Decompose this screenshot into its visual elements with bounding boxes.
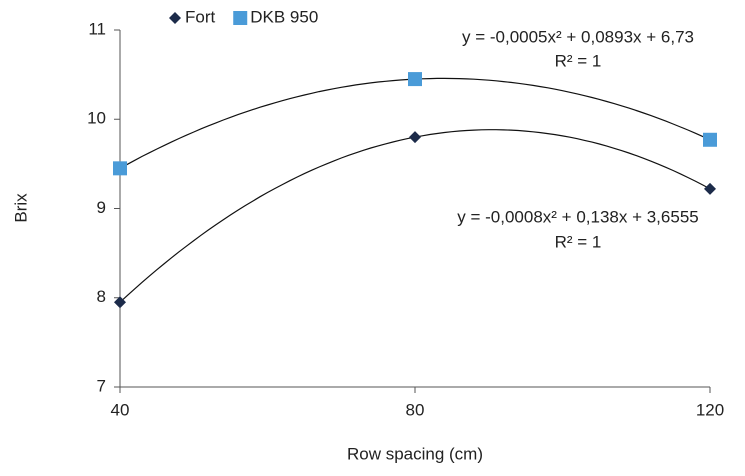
legend-label: DKB 950: [250, 7, 318, 26]
trend-r2: R² = 1: [555, 232, 602, 251]
legend-marker: [233, 11, 248, 25]
trend-r2: R² = 1: [555, 51, 602, 70]
y-tick-label: 11: [88, 19, 106, 38]
x-tick-label: 40: [111, 400, 130, 419]
point: [114, 296, 126, 309]
point: [409, 131, 421, 144]
trendline: [119, 77, 711, 169]
trend-equation: y = -0,0005x² + 0,0893x + 6,73: [462, 27, 694, 46]
legend-marker: [169, 12, 181, 24]
x-tick-label: 120: [696, 400, 724, 419]
y-tick-label: 10: [87, 109, 106, 128]
y-tick-label: 9: [97, 198, 106, 217]
x-axis-title: Row spacing (cm): [347, 444, 483, 463]
y-axis-title: Brix: [11, 193, 30, 223]
y-tick-label: 7: [97, 376, 106, 395]
point: [113, 161, 127, 176]
point: [704, 182, 716, 195]
y-tick-label: 8: [97, 287, 106, 306]
point: [408, 72, 422, 87]
legend-label: Fort: [185, 7, 216, 26]
trend-equation: y = -0,0008x² + 0,138x + 3,6555: [457, 207, 698, 226]
x-tick-label: 80: [406, 400, 425, 419]
point: [703, 132, 717, 147]
